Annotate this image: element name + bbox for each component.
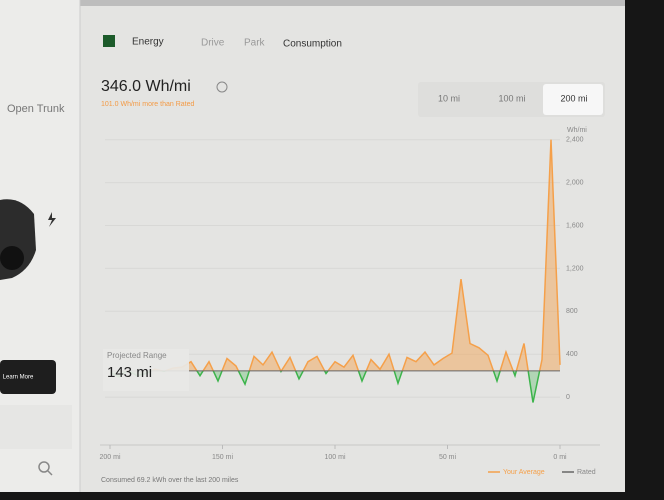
top-bar bbox=[80, 0, 625, 6]
x-tick-label: 100 mi bbox=[324, 454, 345, 461]
y-tick-label: 1,600 bbox=[566, 222, 584, 229]
x-tick-label: 50 mi bbox=[439, 454, 457, 461]
range-selected bbox=[543, 84, 603, 115]
projected-value: 143 mi bbox=[107, 364, 152, 381]
energy-icon bbox=[103, 35, 115, 47]
range-option[interactable]: 100 mi bbox=[498, 93, 525, 103]
learn-more-label[interactable]: Learn More bbox=[3, 375, 34, 381]
y-tick-label: 1,200 bbox=[566, 265, 584, 272]
tab[interactable]: Park bbox=[244, 38, 266, 49]
tab[interactable]: Drive bbox=[201, 38, 225, 49]
y-tick-label: 400 bbox=[566, 351, 578, 358]
legend-label: Your Average bbox=[503, 469, 545, 476]
x-tick-label: 200 mi bbox=[99, 454, 120, 461]
legend: Your Average Rated bbox=[488, 469, 596, 476]
x-tick-label: 0 mi bbox=[553, 454, 567, 461]
range-option[interactable]: 10 mi bbox=[438, 93, 460, 103]
plot: 0 400 800 1,200 1,600 2,000 2,400 200 mi 150 mi 1… bbox=[99, 137, 600, 461]
projected-range-box bbox=[103, 349, 189, 391]
car-wheel bbox=[0, 246, 24, 270]
search-icon-handle bbox=[47, 470, 53, 476]
range-option[interactable]: 200 mi bbox=[560, 93, 587, 103]
learn-more-button[interactable] bbox=[0, 360, 56, 394]
energy-label: Energy bbox=[132, 37, 164, 48]
y-tick-label: 2,400 bbox=[566, 137, 584, 144]
projected-label: Projected Range bbox=[107, 351, 167, 360]
rated-difference: 101.0 Wh/mi more than Rated bbox=[101, 101, 194, 108]
x-tick-label: 150 mi bbox=[212, 454, 233, 461]
footer-note: Consumed 69.2 kWh over the last 200 mile… bbox=[101, 477, 239, 484]
charge-icon bbox=[48, 212, 56, 227]
y-tick-label: 800 bbox=[566, 308, 578, 315]
y-axis-label: Wh/mi bbox=[567, 127, 587, 134]
display bbox=[0, 0, 625, 492]
info-icon[interactable] bbox=[216, 81, 228, 93]
search-icon[interactable] bbox=[38, 461, 50, 473]
sidebar-tile bbox=[0, 405, 72, 449]
trunk-label[interactable]: Open Trunk bbox=[7, 103, 65, 115]
tab-active[interactable]: Consumption bbox=[283, 39, 342, 50]
y-tick-label: 2,000 bbox=[566, 179, 584, 186]
y-tick-label: 0 bbox=[566, 394, 570, 401]
legend-label: Rated bbox=[577, 469, 596, 476]
average-value: 346.0 Wh/mi bbox=[101, 78, 191, 95]
